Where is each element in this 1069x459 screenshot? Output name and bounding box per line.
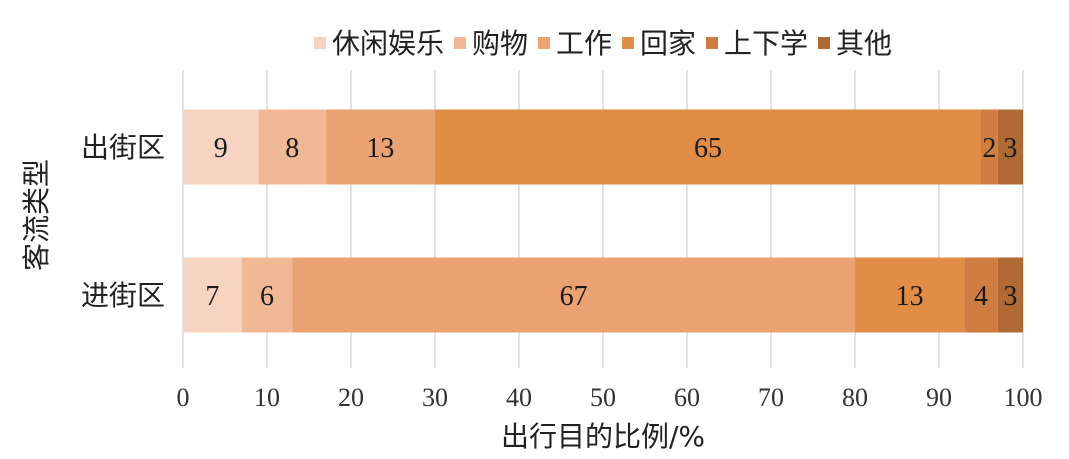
x-tick-label: 0 [177, 383, 190, 412]
data-label: 8 [285, 133, 299, 164]
data-label: 67 [560, 281, 588, 312]
bar-segment [855, 257, 965, 333]
y-axis-title: 客流类型 [20, 159, 53, 271]
legend-label: 休闲娱乐 [332, 27, 444, 60]
legend-label: 购物 [472, 27, 528, 60]
data-label: 3 [1003, 133, 1017, 164]
legend-swatch [314, 37, 326, 49]
x-tick-label: 60 [674, 383, 700, 412]
legend-swatch [818, 37, 830, 49]
bar-segment [997, 109, 1023, 185]
data-label: 13 [366, 133, 394, 164]
x-tick-label: 100 [1004, 383, 1043, 412]
x-tick-label: 30 [422, 383, 448, 412]
legend-label: 上下学 [724, 27, 808, 60]
bar-segment [981, 109, 998, 185]
data-label: 2 [982, 133, 996, 164]
data-label: 9 [214, 133, 228, 164]
x-axis-title: 出行目的比例/% [501, 420, 705, 453]
data-label: 3 [1003, 281, 1017, 312]
bar-segment [258, 109, 326, 185]
data-label: 6 [260, 281, 274, 312]
x-tick-label: 50 [590, 383, 616, 412]
legend-swatch [706, 37, 718, 49]
bar-segment [241, 257, 293, 333]
bars: 9 8 13 65 2 37 6 67 13 4 3 [183, 109, 1023, 333]
x-tick-label: 40 [506, 383, 532, 412]
x-tick-label: 20 [338, 383, 364, 412]
legend-swatch [454, 37, 466, 49]
x-tick-label: 80 [842, 383, 868, 412]
x-tick-label: 10 [254, 383, 280, 412]
data-label: 13 [896, 281, 924, 312]
x-tick-label: 90 [926, 383, 952, 412]
data-label: 4 [974, 281, 988, 312]
x-tick-labels: 0 10 20 30 40 50 60 70 80 90 100 [177, 383, 1043, 412]
bar-segment [325, 109, 435, 185]
legend-label: 回家 [640, 27, 696, 60]
x-tick-label: 70 [758, 383, 784, 412]
legend-label: 工作 [556, 27, 612, 60]
category-label: 出街区 [81, 131, 165, 164]
bar-segment [183, 257, 242, 333]
category-label: 进街区 [81, 279, 165, 312]
legend-label: 其他 [836, 27, 892, 60]
legend: 休闲娱乐 购物 工作 回家 上下学 其他 [314, 27, 892, 60]
legend-swatch [622, 37, 634, 49]
bar-segment [997, 257, 1023, 333]
bar-segment [183, 109, 259, 185]
legend-swatch [538, 37, 550, 49]
data-label: 7 [205, 281, 219, 312]
bar-segment [292, 257, 855, 333]
data-label: 65 [694, 133, 722, 164]
bar-segment [964, 257, 998, 333]
bar-segment [435, 109, 981, 185]
